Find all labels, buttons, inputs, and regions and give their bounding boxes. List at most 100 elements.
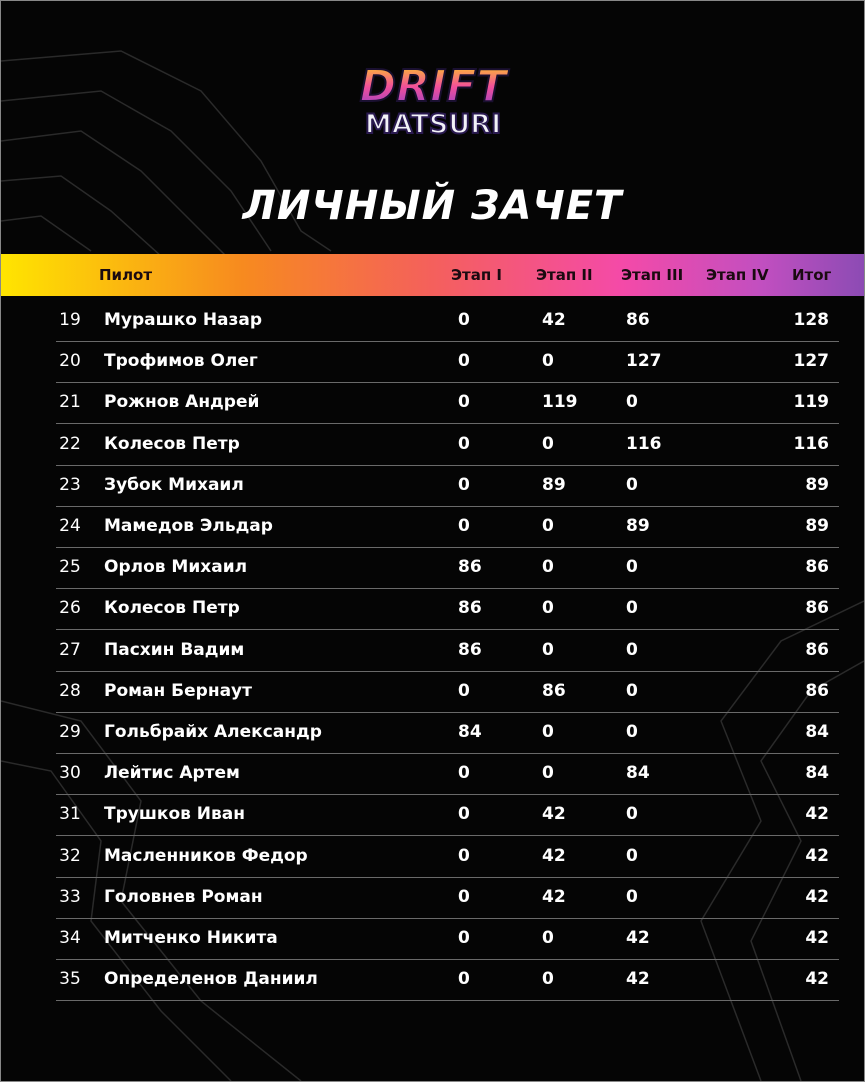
cell-rank: 27 [59, 639, 81, 660]
page-title: ЛИЧНЫЙ ЗАЧЕТ [242, 183, 623, 229]
cell-s2: 0 [542, 969, 554, 990]
svg-text:DRIFT: DRIFT [360, 61, 510, 112]
cell-total: 86 [805, 639, 829, 660]
cell-s3: 86 [626, 310, 650, 330]
cell-s3: 0 [626, 557, 638, 578]
cell-s1: 0 [458, 680, 470, 701]
table-row: 28 Роман Бернаут 0 86 0 86 [56, 671, 839, 713]
table-row: 35 Определенов Даниил 0 0 42 42 [56, 959, 839, 1002]
cell-total: 86 [805, 680, 829, 701]
table-row: 29 Гольбрайх Александр 84 0 0 84 [56, 712, 839, 754]
cell-s1: 86 [458, 639, 482, 660]
cell-name: Определенов Даниил [104, 969, 318, 990]
cell-rank: 30 [59, 763, 81, 784]
header-stage2: Этап II [536, 266, 593, 284]
header-stage3: Этап III [621, 266, 684, 284]
table-row: 20 Трофимов Олег 0 0 127 127 [56, 341, 839, 384]
header-pilot: Пилот [99, 266, 153, 284]
cell-rank: 29 [59, 722, 81, 742]
table-row: 24 Мамедов Эльдар 0 0 89 89 [56, 506, 839, 548]
cell-rank: 26 [59, 598, 81, 619]
cell-s1: 0 [458, 351, 470, 372]
table-row: 26 Колесов Петр 86 0 0 86 [56, 588, 839, 631]
cell-s3: 0 [626, 392, 638, 413]
table-header: Пилот Этап I Этап II Этап III Этап IV Ит… [1, 254, 864, 296]
table-row: 22 Колесов Петр 0 0 116 116 [56, 424, 839, 466]
cell-name: Лейтис Артем [104, 763, 240, 784]
cell-name: Гольбрайх Александр [104, 722, 322, 742]
cell-total: 42 [805, 845, 829, 866]
table-row: 23 Зубок Михаил 0 89 0 89 [56, 465, 839, 507]
cell-name: Трушков Иван [104, 804, 245, 825]
cell-s1: 0 [458, 804, 470, 825]
cell-s3: 0 [626, 722, 638, 742]
cell-s1: 86 [458, 557, 482, 578]
cell-s3: 0 [626, 598, 638, 619]
cell-s1: 0 [458, 763, 470, 784]
cell-s3: 0 [626, 886, 638, 907]
cell-total: 128 [793, 310, 830, 330]
cell-total: 84 [805, 722, 829, 742]
cell-total: 42 [805, 928, 829, 948]
cell-rank: 28 [59, 680, 81, 701]
cell-s2: 0 [542, 433, 554, 454]
cell-s3: 42 [626, 969, 650, 990]
cell-s3: 127 [626, 351, 662, 372]
table-row: 19 Мурашко Назар 0 42 86 128 [56, 300, 839, 342]
cell-total: 89 [805, 516, 829, 536]
table-row: 25 Орлов Михаил 86 0 0 86 [56, 547, 839, 590]
cell-s2: 0 [542, 639, 554, 660]
cell-s2: 119 [542, 392, 578, 413]
cell-total: 42 [805, 969, 829, 990]
cell-total: 127 [793, 351, 830, 372]
cell-s1: 0 [458, 928, 470, 948]
cell-s2: 0 [542, 598, 554, 619]
cell-name: Пасхин Вадим [104, 639, 245, 660]
svg-text:MATSURI: MATSURI [365, 109, 501, 140]
cell-s2: 0 [542, 928, 554, 948]
cell-s1: 0 [458, 474, 470, 495]
cell-name: Масленников Федор [104, 845, 308, 866]
cell-s2: 42 [542, 845, 566, 866]
cell-name: Трофимов Олег [104, 351, 258, 372]
cell-total: 42 [805, 886, 829, 907]
cell-s1: 0 [458, 433, 470, 454]
cell-s3: 0 [626, 474, 638, 495]
header-total: Итог [792, 266, 832, 284]
cell-name: Орлов Михаил [104, 557, 248, 578]
cell-total: 42 [805, 804, 829, 825]
cell-s2: 0 [542, 351, 554, 372]
cell-name: Колесов Петр [104, 598, 240, 619]
cell-rank: 22 [59, 433, 81, 454]
cell-name: Роман Бернаут [104, 680, 252, 701]
cell-rank: 24 [59, 516, 81, 536]
cell-s2: 0 [542, 557, 554, 578]
cell-s2: 42 [542, 804, 566, 825]
cell-s3: 116 [626, 433, 662, 454]
cell-name: Митченко Никита [104, 928, 278, 948]
cell-s2: 89 [542, 474, 566, 495]
cell-total: 86 [805, 557, 829, 578]
cell-name: Рожнов Андрей [104, 392, 260, 413]
table-row: 30 Лейтис Артем 0 0 84 84 [56, 753, 839, 796]
table-row: 21 Рожнов Андрей 0 119 0 119 [56, 382, 839, 425]
cell-s1: 84 [458, 722, 482, 742]
cell-total: 119 [793, 392, 830, 413]
cell-s3: 0 [626, 639, 638, 660]
cell-rank: 23 [59, 474, 81, 495]
cell-s1: 0 [458, 969, 470, 990]
cell-name: Головнев Роман [104, 886, 263, 907]
cell-total: 89 [805, 474, 829, 495]
cell-s3: 0 [626, 804, 638, 825]
cell-rank: 25 [59, 557, 81, 578]
cell-name: Мамедов Эльдар [104, 516, 273, 536]
drift-matsuri-logo: DRIFT MATSURI [359, 60, 511, 141]
cell-s1: 0 [458, 392, 470, 413]
cell-s2: 86 [542, 680, 566, 701]
header-stage4: Этап IV [706, 266, 769, 284]
cell-rank: 34 [59, 928, 81, 948]
cell-s1: 0 [458, 886, 470, 907]
cell-rank: 21 [59, 392, 81, 413]
cell-total: 86 [805, 598, 829, 619]
